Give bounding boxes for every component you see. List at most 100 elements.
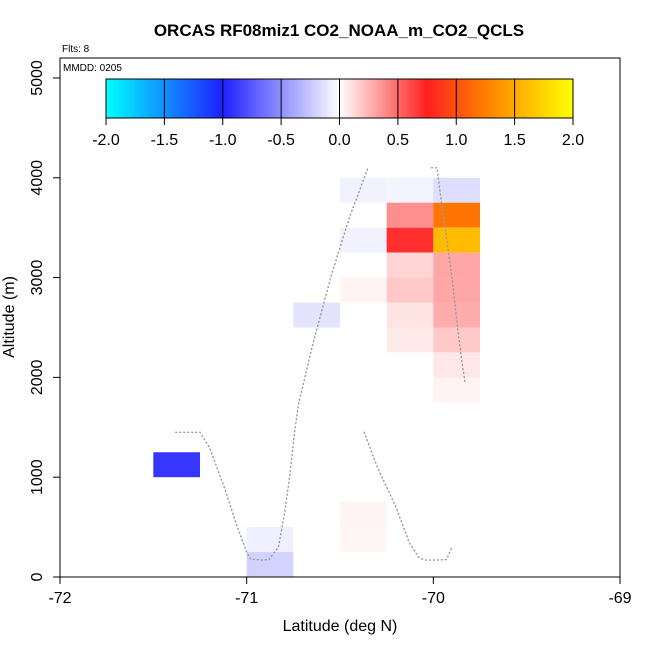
colorbar-swatch	[551, 79, 555, 118]
colorbar-swatch	[122, 79, 126, 118]
heatmap-cell	[293, 302, 340, 328]
colorbar-swatch	[369, 79, 373, 118]
heatmap-cell	[433, 327, 480, 353]
colorbar-swatch	[477, 79, 481, 118]
y-tick-label: 1000	[29, 459, 46, 495]
colorbar-swatch	[374, 79, 378, 118]
colorbar-swatch	[246, 79, 250, 118]
colorbar-swatch	[194, 79, 198, 118]
colorbar-swatch	[232, 79, 236, 118]
colorbar-swatch	[435, 79, 439, 118]
colorbar-swatch	[542, 79, 546, 118]
heatmap-cell	[386, 227, 434, 253]
colorbar-swatch	[290, 79, 294, 118]
colorbar-swatch	[367, 79, 371, 118]
heatmap-cells	[153, 177, 480, 577]
colorbar-swatch	[201, 79, 205, 118]
colorbar-swatch	[467, 79, 471, 118]
colorbar-swatch	[516, 79, 520, 118]
colorbar-swatch	[558, 79, 562, 118]
colorbar-swatch	[332, 79, 336, 118]
heatmap-cell	[386, 177, 434, 203]
colorbar-swatch	[320, 79, 324, 118]
colorbar-swatch	[561, 79, 565, 118]
colorbar-swatch	[166, 79, 170, 118]
colorbar-swatch	[465, 79, 469, 118]
colorbar-swatch	[432, 79, 436, 118]
flight-track-segment	[175, 167, 369, 561]
colorbar-swatch	[115, 79, 119, 118]
colorbar-swatch	[110, 79, 114, 118]
colorbar-swatch	[521, 79, 525, 118]
colorbar-swatch	[446, 79, 450, 118]
colorbar-swatch	[269, 79, 273, 118]
colorbar-swatch	[379, 79, 383, 118]
colorbar-swatch	[243, 79, 247, 118]
colorbar-swatch	[544, 79, 548, 118]
colorbar-swatch	[159, 79, 163, 118]
colorbar-swatch	[306, 79, 310, 118]
colorbar-swatch	[486, 79, 490, 118]
colorbar-swatch	[463, 79, 467, 118]
colorbar-swatch	[444, 79, 448, 118]
colorbar-swatch	[393, 79, 397, 118]
colorbar-swatch	[108, 79, 112, 118]
colorbar-swatch	[421, 79, 425, 118]
colorbar-swatch	[535, 79, 539, 118]
heatmap-cell	[433, 277, 480, 303]
colorbar-swatch	[264, 79, 268, 118]
colorbar-swatch	[346, 79, 350, 118]
colorbar-swatch	[187, 79, 191, 118]
colorbar-swatch	[451, 79, 455, 118]
colorbar-swatch	[297, 79, 301, 118]
colorbar-swatch	[148, 79, 151, 118]
colorbar-swatch	[213, 79, 217, 118]
colorbar-tick-label: -0.5	[267, 132, 295, 149]
colorbar-swatch	[241, 79, 245, 118]
heatmap-cell	[340, 502, 387, 528]
colorbar-swatch	[120, 79, 123, 118]
colorbar-swatch	[395, 79, 399, 118]
colorbar-swatch	[488, 79, 492, 118]
x-tick-label: -71	[235, 590, 258, 607]
colorbar-swatch	[318, 79, 322, 118]
colorbar-swatch	[381, 79, 385, 118]
colorbar-swatch	[176, 79, 179, 118]
colorbar-swatch	[299, 79, 303, 118]
chart-title: ORCAS RF08miz1 CO2_NOAA_m_CO2_QCLS	[154, 21, 524, 40]
x-tick-label: -69	[608, 590, 631, 607]
colorbar-swatch	[180, 79, 184, 118]
colorbar-swatch	[472, 79, 476, 118]
heatmap-cell	[433, 227, 480, 253]
colorbar-swatch	[124, 79, 128, 118]
colorbar-swatch	[220, 79, 224, 118]
colorbar-tick-label: 0.0	[328, 132, 350, 149]
colorbar-swatch	[442, 79, 446, 118]
colorbar-swatch	[439, 79, 443, 118]
colorbar-swatch	[222, 79, 226, 118]
colorbar-swatch	[491, 79, 495, 118]
colorbar-swatch	[509, 79, 513, 118]
colorbar-swatch	[502, 79, 506, 118]
colorbar-swatch	[283, 79, 287, 118]
colorbar-swatch	[304, 79, 308, 118]
colorbar-swatch	[353, 79, 357, 118]
colorbar-swatch	[311, 79, 315, 118]
y-tick-label: 3000	[29, 260, 46, 296]
colorbar-swatch	[523, 79, 527, 118]
colorbar-swatch	[360, 79, 364, 118]
colorbar-swatch	[458, 79, 462, 118]
colorbar-swatch	[453, 79, 457, 118]
colorbar-swatch	[376, 79, 380, 118]
colorbar-swatch	[171, 79, 175, 118]
colorbar-swatch	[260, 79, 264, 118]
colorbar-swatch	[481, 79, 485, 118]
colorbar-swatch	[288, 79, 292, 118]
colorbar-swatch	[253, 79, 257, 118]
colorbar: -2.0 -1.5 -1.0 -0.5 0.0 0.5 1.0 1.5 2.0	[92, 78, 584, 149]
colorbar-swatch	[208, 79, 212, 118]
colorbar-swatch	[411, 79, 415, 118]
colorbar-swatch	[206, 79, 210, 118]
heatmap-cell	[340, 277, 387, 303]
